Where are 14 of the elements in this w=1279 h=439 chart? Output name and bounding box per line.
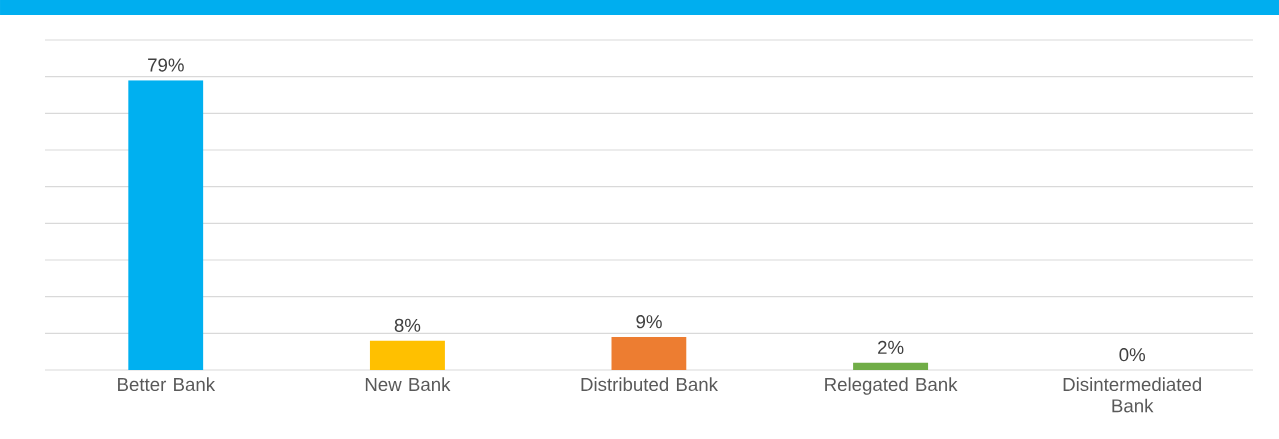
data-label: 79% [148,58,184,72]
bar [611,336,687,370]
x-tick-label: Relegated Bank [825,377,958,395]
x-tick-label: Better Bank [118,377,216,392]
bar [853,362,929,370]
data-label: 2% [878,340,904,354]
x-tick-label: New Bank [365,377,451,392]
bar [369,340,445,370]
x-tick-label: Disintermediated Bank [1063,377,1201,413]
bar [128,80,204,370]
data-label: 8% [394,318,421,332]
x-tick-label: Distributed Bank [581,377,719,392]
data-label: 9% [636,315,662,329]
data-label: 0% [1119,348,1146,362]
